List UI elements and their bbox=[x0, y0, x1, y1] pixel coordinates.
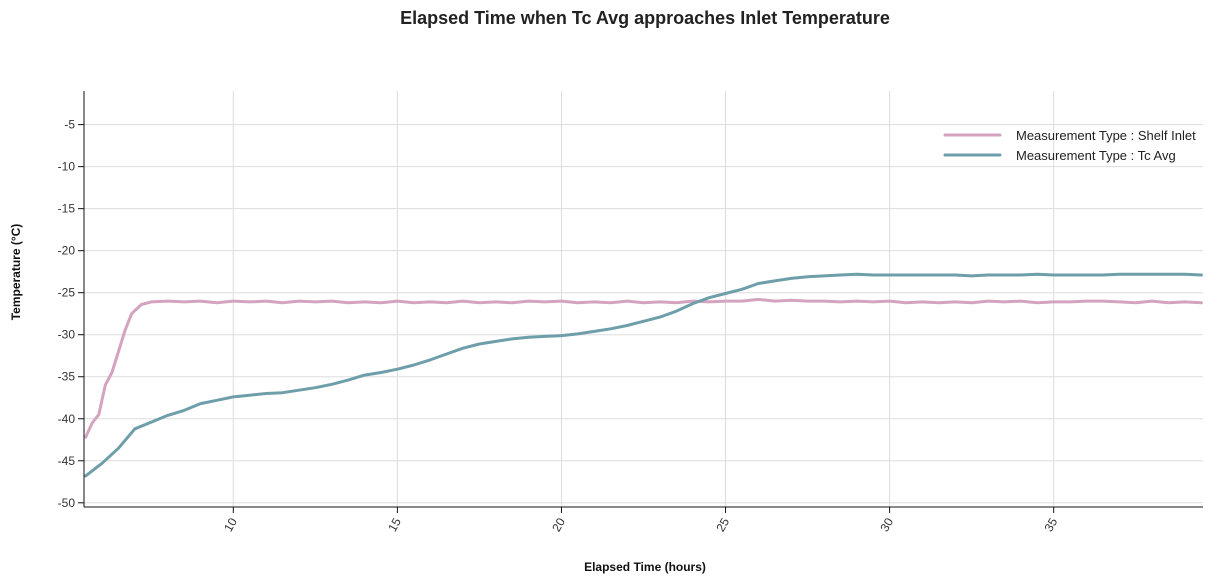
y-tick-label--15: -15 bbox=[58, 202, 76, 216]
x-tick-label-25: 25 bbox=[713, 515, 732, 534]
y-axis-title: Temperature (°C) bbox=[9, 224, 23, 321]
y-tick-label--40: -40 bbox=[58, 412, 76, 426]
x-tick-label-10: 10 bbox=[221, 515, 240, 534]
legend-label-tc-avg: Measurement Type : Tc Avg bbox=[1016, 148, 1176, 163]
y-tick-label--50: -50 bbox=[58, 496, 76, 510]
x-axis-title: Elapsed Time (hours) bbox=[584, 560, 706, 574]
series-line-shelf-inlet bbox=[84, 297, 1203, 439]
x-tick-label-20: 20 bbox=[549, 515, 568, 534]
y-tick-label--10: -10 bbox=[58, 160, 76, 174]
ticks: 10 15 20 25 30 35 -5 -10 -15 -20 -25 -30 -35 -40 -45 -5… bbox=[58, 118, 1061, 534]
series-lines bbox=[84, 272, 1203, 478]
y-tick-label--25: -25 bbox=[58, 286, 76, 300]
legend: Measurement Type : Shelf Inlet Measureme… bbox=[943, 128, 1196, 163]
y-tick-label--5: -5 bbox=[64, 118, 75, 132]
y-tick-label--20: -20 bbox=[58, 244, 76, 258]
chart-title: Elapsed Time when Tc Avg approaches Inle… bbox=[400, 8, 890, 28]
x-tick-label-35: 35 bbox=[1041, 515, 1060, 534]
y-tick-label--35: -35 bbox=[58, 370, 76, 384]
x-tick-label-30: 30 bbox=[877, 515, 896, 534]
y-tick-label--45: -45 bbox=[58, 454, 76, 468]
y-tick-label--30: -30 bbox=[58, 328, 76, 342]
legend-label-shelf-inlet: Measurement Type : Shelf Inlet bbox=[1016, 128, 1196, 143]
axes bbox=[83, 91, 1203, 508]
x-tick-label-15: 15 bbox=[385, 515, 404, 534]
grid bbox=[84, 91, 1203, 507]
series-line-tc-avg bbox=[84, 272, 1203, 478]
